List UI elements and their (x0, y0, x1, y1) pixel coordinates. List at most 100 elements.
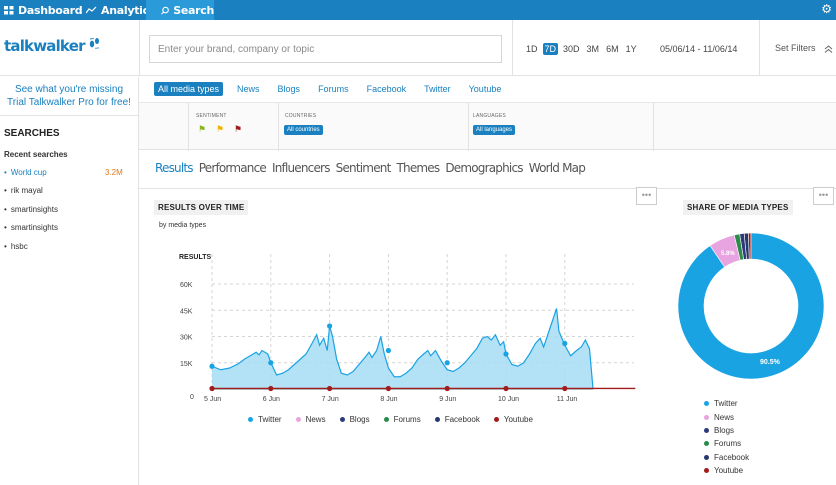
legend-item[interactable]: Forums (383, 415, 421, 424)
mention-count: 3.2M (105, 168, 123, 177)
data-point (562, 385, 568, 392)
legend-item[interactable]: Facebook (704, 451, 749, 464)
data-point (562, 340, 568, 347)
pie-slice (739, 232, 747, 260)
languages-value[interactable]: All languages (473, 125, 516, 135)
tab-analytics[interactable]: Analytics (86, 0, 155, 20)
tab-results[interactable]: Results (155, 161, 194, 175)
search-input[interactable] (149, 35, 502, 63)
data-point (444, 385, 450, 392)
chevron-up-icon (824, 45, 832, 53)
x-tick-label: 5 Jun (204, 396, 221, 403)
legend-label: Facebook (444, 415, 480, 424)
x-tick-label: 9 Jun (439, 396, 456, 403)
tab-performance[interactable]: Performance (198, 161, 267, 175)
y-tick-label: 15K (180, 361, 193, 368)
legend-swatch (248, 417, 253, 422)
legend-label: Blogs (349, 415, 370, 424)
tab-world-map[interactable]: World Map (528, 161, 586, 175)
countries-label: COUNTRIES (285, 113, 317, 119)
data-point (327, 385, 333, 392)
legend-item[interactable]: Youtube (493, 415, 533, 424)
tab-themes[interactable]: Themes (396, 161, 440, 175)
set-filters-button[interactable]: Set Filters (775, 43, 833, 53)
legend-label: News (305, 415, 326, 424)
media-tab-news[interactable]: News (237, 84, 260, 94)
gear-icon[interactable]: ⚙ (821, 2, 832, 16)
pie-slice (677, 232, 825, 380)
divider (759, 20, 760, 76)
positive-flag-icon[interactable]: ⚑ (198, 124, 207, 134)
media-tab-facebook[interactable]: Facebook (366, 84, 407, 94)
logo[interactable]: talkwalker (4, 37, 101, 55)
time-range-selector: 1D 7D 30D 3M 6M 1Y (524, 43, 639, 55)
recent-search-item[interactable]: • World cup (4, 168, 47, 177)
media-tab-all[interactable]: All media types (154, 82, 224, 96)
countries-value[interactable]: All countries (284, 125, 323, 135)
sentiment-filter: SENTIMENT ⚑ ⚑ ⚑ (188, 103, 278, 151)
legend-item[interactable]: News (295, 415, 326, 424)
negative-flag-icon[interactable]: ⚑ (234, 124, 243, 134)
analysis-tabs: Results Performance Influencers Sentimen… (155, 161, 586, 175)
tab-search[interactable]: Search (146, 0, 214, 20)
legend-item[interactable]: Facebook (434, 415, 480, 424)
data-point (503, 385, 509, 392)
divider (0, 115, 139, 116)
media-tab-forums[interactable]: Forums (318, 84, 349, 94)
range-1y[interactable]: 1Y (625, 44, 637, 54)
y-tick-label: 30K (180, 335, 193, 342)
recent-search-item[interactable]: • smartinsights (4, 205, 58, 214)
data-point (444, 360, 450, 366)
legend-item[interactable]: Blogs (339, 415, 370, 424)
media-tab-blogs[interactable]: Blogs (277, 84, 301, 94)
legend-label: Forums (393, 415, 421, 424)
legend-swatch (704, 454, 709, 460)
range-3m[interactable]: 3M (586, 44, 600, 54)
legend-swatch (704, 441, 709, 447)
tab-sentiment[interactable]: Sentiment (335, 161, 392, 175)
media-tab-youtube[interactable]: Youtube (468, 84, 502, 94)
legend-label: Twitter (258, 415, 282, 424)
legend-item[interactable]: Twitter (704, 397, 749, 410)
legend-label: Forums (714, 439, 742, 449)
recent-searches-title: Recent searches (4, 150, 68, 159)
footprint-icon (89, 37, 100, 49)
more-dots-icon[interactable]: ••• (636, 187, 657, 205)
divider (139, 188, 836, 189)
x-tick-label: 10 Jun (498, 396, 519, 403)
legend-item[interactable]: Blogs (704, 424, 749, 437)
media-tab-twitter[interactable]: Twitter (424, 84, 451, 94)
recent-search-item[interactable]: • rik mayal (4, 186, 43, 195)
range-6m[interactable]: 6M (606, 44, 619, 54)
legend-label: Twitter (714, 399, 738, 409)
chart-legend: Twitter News Blogs Forums Facebook Youtu… (248, 415, 533, 424)
tab-dashboard[interactable]: Dashboard (4, 0, 83, 20)
data-point (268, 385, 274, 392)
legend-item[interactable]: News (704, 410, 749, 423)
trial-promo[interactable]: See what you're missing Trial Talkwalker… (0, 77, 138, 109)
y-tick-label: 0 (190, 394, 194, 401)
tab-influencers[interactable]: Influencers (271, 161, 330, 175)
legend-label: News (714, 412, 735, 422)
recent-search-label: rik mayal (10, 186, 43, 195)
more-dots-icon[interactable]: ••• (813, 187, 834, 205)
legend-item[interactable]: Youtube (704, 464, 749, 477)
chart-line-icon (86, 6, 97, 14)
legend-item[interactable]: Forums (704, 437, 749, 450)
tab-demographics[interactable]: Demographics (445, 161, 523, 175)
range-30d[interactable]: 30D (563, 44, 580, 54)
pie-slice-label: 5.8% (721, 251, 735, 257)
recent-search-item[interactable]: • hsbc (4, 242, 28, 251)
date-range[interactable]: 05/06/14 - 11/06/14 (660, 44, 738, 54)
range-1d[interactable]: 1D (526, 44, 538, 54)
legend-item[interactable]: Twitter (248, 415, 282, 424)
x-tick-label: 6 Jun (263, 396, 280, 403)
range-7d[interactable]: 7D (542, 43, 559, 55)
countries-filter: COUNTRIES All countries (278, 103, 468, 151)
series-line-twitter (211, 308, 594, 390)
neutral-flag-icon[interactable]: ⚑ (216, 124, 225, 134)
sidebar: See what you're missing Trial Talkwalker… (0, 77, 139, 485)
data-point (503, 351, 509, 357)
legend-label: Facebook (714, 452, 750, 462)
recent-search-item[interactable]: • smartinsights (4, 223, 58, 232)
